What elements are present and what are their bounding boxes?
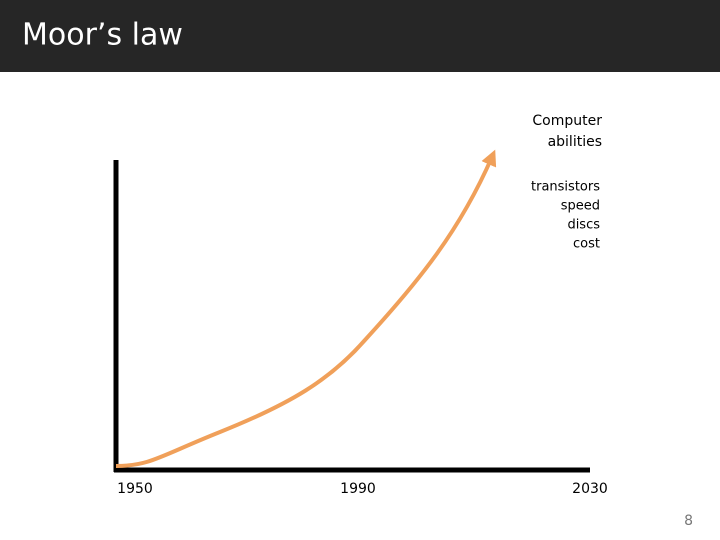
y-axis-label: Computer: [532, 113, 602, 129]
y-axis-item: cost: [573, 237, 600, 252]
y-axis-item: transistors: [531, 180, 600, 195]
x-axis-label: 1990: [340, 481, 376, 497]
y-axis-item: speed: [561, 199, 600, 214]
slide-title: Moor’s law: [22, 18, 183, 53]
y-axis-label: abilities: [548, 134, 602, 150]
header-bar: [0, 0, 720, 72]
growth-curve: [115, 149, 497, 468]
x-axis-label: 2030: [572, 481, 608, 497]
x-axis-label: 1950: [117, 481, 153, 497]
y-axis-item: discs: [567, 218, 600, 233]
page-number: 8: [684, 513, 693, 529]
